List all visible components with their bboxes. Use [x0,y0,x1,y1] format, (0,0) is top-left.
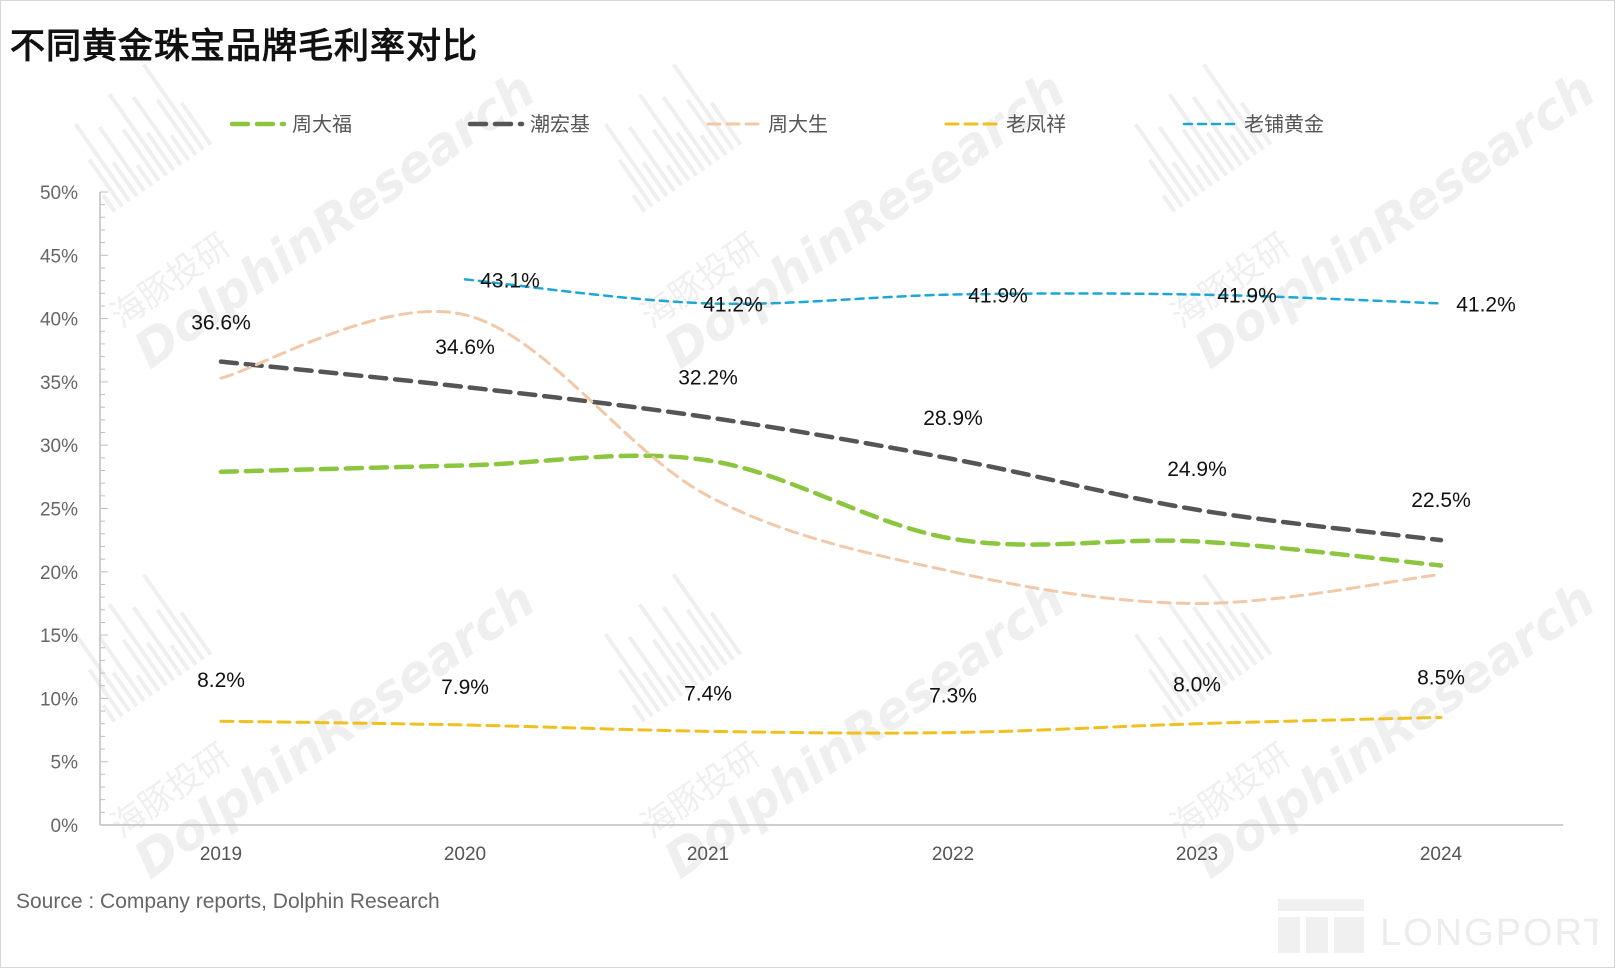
x-tick-label: 2024 [1420,844,1463,865]
data-label: 41.9% [968,285,1028,308]
legend-label: 老凤祥 [1006,112,1066,136]
data-labels: 36.6% 34.6% 32.2% 28.9% 24.9% 22.5% 8.2% 7.9% 7.… [191,269,1516,707]
series-line [218,359,1444,543]
x-tick-label: 2022 [932,844,974,865]
legend-label: 潮宏基 [530,112,590,136]
x-tick-label: 2023 [1176,844,1218,865]
y-tick-label: 5% [51,753,79,774]
x-tick-label: 2021 [687,844,729,865]
data-label: 41.9% [1217,285,1277,308]
longport-logo: LONGPORT [1278,899,1598,954]
data-label: 7.3% [929,685,977,708]
data-label: 7.4% [684,682,732,705]
x-tick-label: 2020 [444,844,486,865]
data-label: 8.5% [1417,666,1465,689]
series-line [218,453,1444,568]
axes: 0% 5% 10% 15% 20% 25% 30% 35% 40% 45% 50% 2019 2020 2… [40,183,1563,865]
source-note: Source : Company reports, Dolphin Resear… [16,890,440,913]
y-tick-label: 0% [51,816,79,837]
legend-label: 周大福 [292,112,352,136]
data-label: 28.9% [923,407,983,430]
data-label: 24.9% [1167,458,1227,481]
y-tick-label: 20% [40,563,78,584]
y-tick-label: 50% [40,183,78,204]
y-tick-label: 15% [40,626,78,647]
data-label: 41.2% [1456,293,1516,316]
data-label: 32.2% [678,366,738,389]
data-label: 43.1% [480,269,540,292]
data-label: 8.0% [1173,674,1221,697]
series-line [463,278,1443,306]
y-tick-label: 45% [40,246,78,267]
legend-label: 周大生 [768,112,828,136]
legend: 周大福 潮宏基 周大生 老凤祥 老铺黄金 [229,112,1324,136]
data-label: 22.5% [1411,489,1471,512]
y-tick-label: 25% [40,500,78,521]
x-tick-label: 2019 [200,844,242,865]
data-label: 8.2% [197,669,245,692]
y-tick-label: 40% [40,310,78,331]
series-line [219,309,1443,605]
y-tick-label: 10% [40,689,78,710]
y-tick-label: 30% [40,436,78,457]
legend-label: 老铺黄金 [1244,112,1324,136]
data-label: 34.6% [435,336,495,359]
data-label: 7.9% [441,676,489,699]
data-label: 36.6% [191,312,251,335]
data-label: 41.2% [703,293,763,316]
page-title: 不同黄金珠宝品牌毛利率对比 [10,27,479,67]
longport-wordmark: LONGPORT [1380,912,1598,954]
series-layer [218,278,1444,735]
y-tick-label: 35% [40,373,78,394]
series-line [219,715,1443,735]
